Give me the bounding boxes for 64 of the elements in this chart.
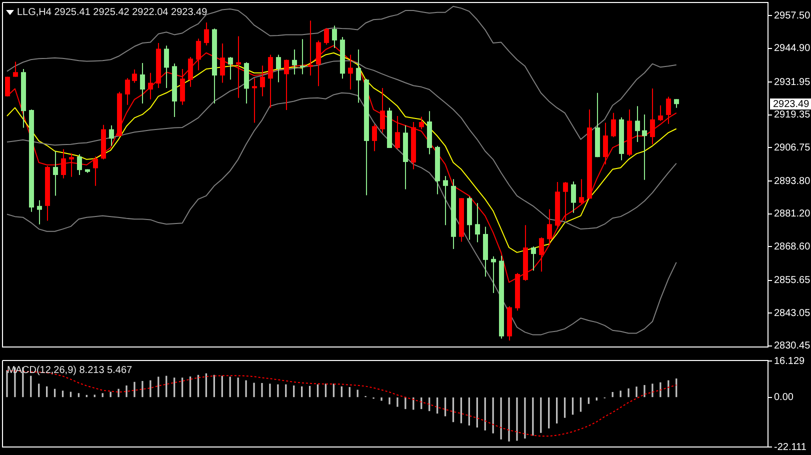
y-tick-label: 2931.95 (774, 76, 811, 88)
candlestick (443, 176, 448, 226)
candlestick (228, 56, 233, 80)
candlestick (547, 208, 552, 245)
candlestick (348, 54, 353, 90)
y-tick-label: 2855.65 (774, 275, 811, 286)
candlestick (300, 38, 305, 75)
y-tick-label: 2893.80 (774, 176, 811, 187)
candlestick (132, 69, 137, 84)
candlestick (395, 116, 400, 150)
candlestick (61, 148, 66, 179)
y-tick-label: 0.00 (774, 392, 794, 404)
y-tick-label: 2843.05 (774, 308, 811, 319)
y-tick-label: 2906.75 (774, 142, 811, 154)
y-tick-label: -22.111 (774, 442, 807, 453)
candlestick (642, 114, 647, 180)
candlestick (69, 152, 74, 178)
candlestick (53, 150, 58, 196)
candlestick (658, 104, 663, 122)
candlestick (579, 178, 584, 205)
candlestick (603, 122, 608, 165)
candlestick (13, 61, 18, 78)
y-tick-label: 2868.60 (774, 241, 811, 252)
candlestick (539, 236, 544, 272)
candlestick (284, 59, 289, 111)
y-tick-label: 2944.90 (774, 43, 811, 54)
candlestick (324, 27, 329, 46)
candlestick (666, 96, 671, 124)
candlestick (252, 78, 257, 124)
candlestick (563, 182, 568, 222)
candlestick (93, 156, 98, 186)
candlestick (475, 202, 480, 243)
candlestick (372, 124, 377, 152)
candlestick (635, 106, 640, 143)
y-tick-label: 16.129 (774, 356, 806, 367)
y-tick-label: 2830.45 (774, 340, 811, 352)
candlestick (419, 116, 424, 130)
candlestick (491, 256, 496, 294)
candlestick (268, 54, 273, 108)
text: 2923.49 (773, 98, 810, 110)
candlestick (260, 65, 265, 97)
candlestick (180, 68, 185, 106)
candlestick (77, 154, 82, 176)
candlestick (148, 72, 153, 100)
candlestick (164, 45, 169, 88)
candlestick (204, 22, 209, 46)
candlestick (125, 78, 130, 106)
candlestick (332, 25, 337, 48)
y-tick-label: 2881.20 (774, 208, 811, 220)
candlestick (571, 180, 576, 214)
candlestick (109, 124, 114, 146)
candlestick (292, 49, 297, 75)
candlestick (188, 56, 193, 88)
candlestick (356, 49, 361, 104)
chart-title: LLG,H4 2925.41 2925.42 2922.04 2923.49 (17, 6, 208, 18)
y-tick-label: 2957.50 (774, 10, 811, 22)
candlestick (650, 88, 655, 145)
candlestick (531, 246, 536, 272)
candlestick (276, 54, 281, 83)
candlestick (611, 112, 616, 138)
candlestick (140, 62, 145, 104)
candlestick (37, 200, 42, 225)
y-tick-label: 2919.35 (774, 110, 811, 121)
candlestick (380, 87, 385, 134)
